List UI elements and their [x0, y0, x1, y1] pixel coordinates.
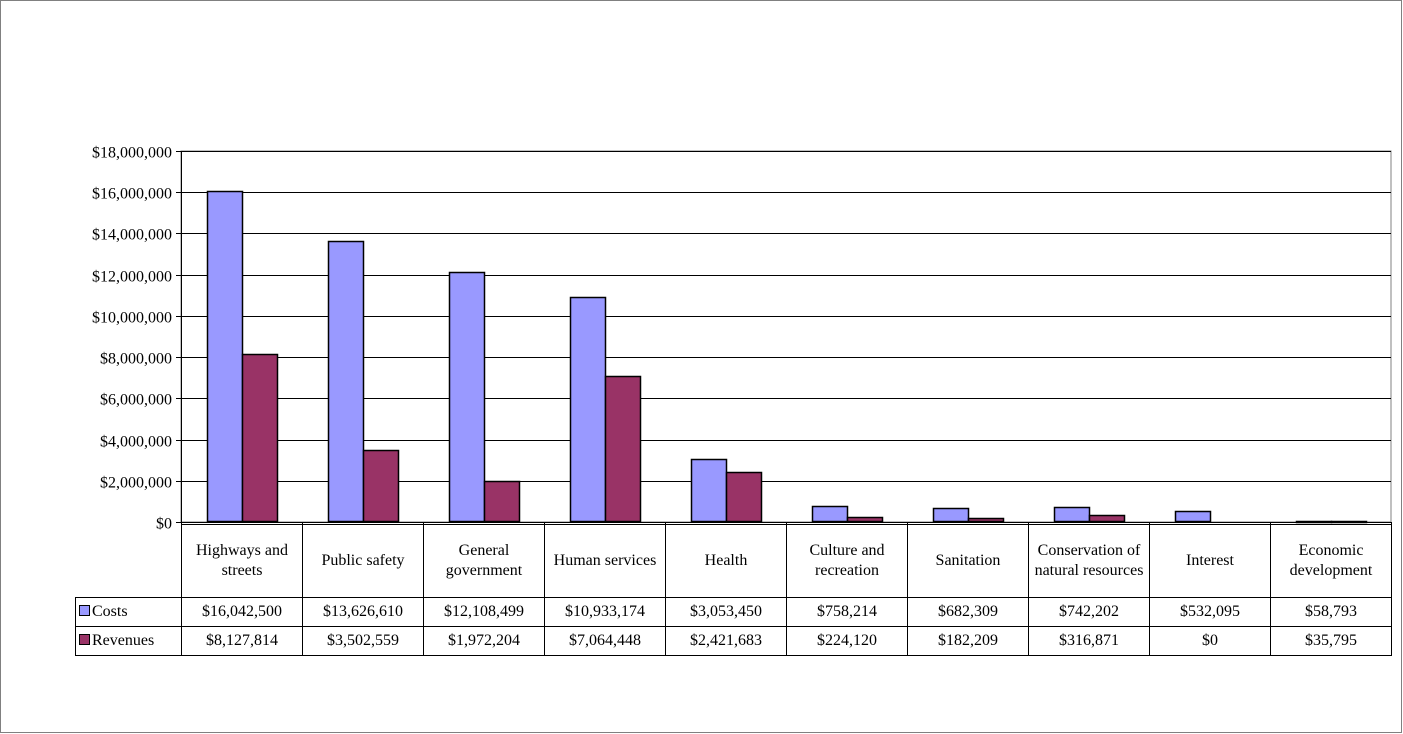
- category-header-row: Highways and streets Public safety General…: [76, 525, 1392, 598]
- category-label: Interest: [1150, 525, 1271, 598]
- revenues-bar: [243, 355, 278, 522]
- category-label: Sanitation: [908, 525, 1029, 598]
- costs-bar: [1176, 512, 1211, 522]
- revenues-bar: [606, 377, 641, 522]
- data-cell: $35,795: [1271, 627, 1392, 656]
- y-tick-label: $10,000,000: [92, 310, 172, 327]
- table-row: Revenues $8,127,814 $3,502,559 $1,972,204 $7…: [76, 627, 1392, 656]
- y-tick-label: $12,000,000: [92, 269, 172, 286]
- data-cell: $13,626,610: [303, 598, 424, 627]
- costs-bar: [692, 460, 727, 522]
- revenues-bar: [848, 518, 883, 522]
- data-table: Highways and streets Public safety General…: [75, 524, 1392, 656]
- data-cell: $10,933,174: [545, 598, 666, 627]
- category-label: Highways and streets: [182, 525, 303, 598]
- revenues-bar: [969, 519, 1004, 522]
- legend-swatch: [79, 605, 90, 616]
- legend-swatch: [79, 634, 90, 645]
- category-label: Economic development: [1271, 525, 1392, 598]
- data-cell: $682,309: [908, 598, 1029, 627]
- data-cell: $3,053,450: [666, 598, 787, 627]
- revenues-bar: [727, 473, 762, 522]
- y-tick-label: $6,000,000: [100, 392, 172, 409]
- y-tick-label: $16,000,000: [92, 186, 172, 203]
- costs-bar: [571, 298, 606, 522]
- costs-bar: [813, 507, 848, 522]
- revenues-bar: [364, 451, 399, 522]
- legend-entry: Revenues: [76, 627, 182, 656]
- revenues-bar: [485, 482, 520, 522]
- costs-bar: [1055, 508, 1090, 522]
- data-cell: $3,502,559: [303, 627, 424, 656]
- category-label: Human services: [545, 525, 666, 598]
- y-tick-label: $18,000,000: [92, 145, 172, 162]
- data-cell: $12,108,499: [424, 598, 545, 627]
- y-tick-label: $2,000,000: [100, 475, 172, 492]
- revenues-bar: [1090, 516, 1125, 522]
- table-row: Costs $16,042,500 $13,626,610 $12,108,499 $1…: [76, 598, 1392, 627]
- series-name: Revenues: [92, 632, 154, 649]
- y-tick-label: $8,000,000: [100, 351, 172, 368]
- category-label: Public safety: [303, 525, 424, 598]
- data-cell: $8,127,814: [182, 627, 303, 656]
- costs-bar: [450, 273, 485, 522]
- category-label: General government: [424, 525, 545, 598]
- table-corner: [76, 525, 182, 598]
- data-cell: $742,202: [1029, 598, 1150, 627]
- data-cell: $0: [1150, 627, 1271, 656]
- data-cell: $224,120: [787, 627, 908, 656]
- data-cell: $316,871: [1029, 627, 1150, 656]
- table-body: Costs $16,042,500 $13,626,610 $12,108,499 $1…: [76, 598, 1392, 656]
- data-cell: $1,972,204: [424, 627, 545, 656]
- data-cell: $182,209: [908, 627, 1029, 656]
- category-label: Conservation of natural resources: [1029, 525, 1150, 598]
- category-label: Health: [666, 525, 787, 598]
- y-tick-label: $4,000,000: [100, 434, 172, 451]
- category-label: Culture and recreation: [787, 525, 908, 598]
- costs-bar: [329, 242, 364, 522]
- data-cell: $16,042,500: [182, 598, 303, 627]
- data-cell: $2,421,683: [666, 627, 787, 656]
- data-cell: $758,214: [787, 598, 908, 627]
- y-tick-label: $14,000,000: [92, 227, 172, 244]
- costs-bar: [208, 192, 243, 522]
- series-name: Costs: [92, 603, 128, 620]
- legend-entry: Costs: [76, 598, 182, 627]
- costs-bar: [934, 509, 969, 522]
- data-cell: $58,793: [1271, 598, 1392, 627]
- data-cell: $7,064,448: [545, 627, 666, 656]
- data-cell: $532,095: [1150, 598, 1271, 627]
